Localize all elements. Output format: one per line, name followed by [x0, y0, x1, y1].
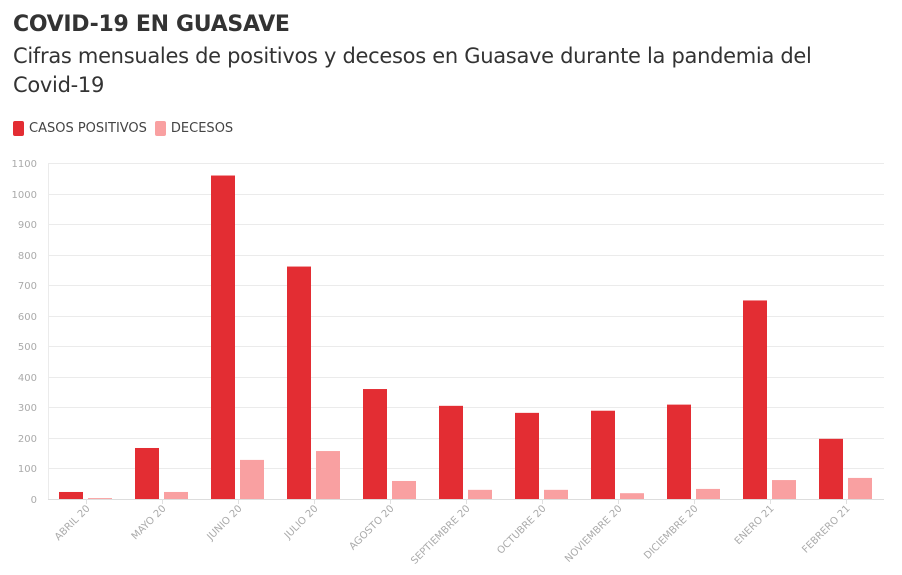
bar-decesos[interactable]: [240, 459, 264, 499]
y-tick-label: 700: [18, 281, 37, 292]
y-tick-label: 900: [18, 220, 37, 231]
y-tick-label: 800: [18, 251, 37, 262]
x-tick-label: JUNIO 20: [205, 503, 245, 543]
bar-casos[interactable]: [59, 491, 83, 499]
legend-label-casos: CASOS POSITIVOS: [29, 121, 147, 136]
bar-casos[interactable]: [819, 438, 843, 499]
legend-swatch-decesos: [154, 121, 166, 136]
bar-casos[interactable]: [439, 405, 463, 499]
y-tick-label: 500: [18, 342, 37, 353]
bar-casos[interactable]: [135, 447, 159, 499]
x-tick-label: AGOSTO 20: [347, 503, 396, 552]
x-tick-label: SEPTIEMBRE 20: [409, 503, 472, 566]
bar-decesos[interactable]: [468, 489, 492, 499]
bar-casos[interactable]: [363, 389, 387, 499]
bar-casos[interactable]: [287, 266, 311, 499]
bar-casos[interactable]: [211, 175, 235, 500]
bar-casos[interactable]: [667, 404, 691, 499]
y-axis: 0 100 200 300 400 500 600 700 800 900 1000 1100: [12, 159, 37, 506]
bars: [59, 175, 872, 500]
x-tick-label: OCTUBRE 20: [495, 503, 548, 556]
y-tick-label: 100: [18, 464, 37, 475]
x-tick-label: ENERO 21: [733, 503, 777, 547]
legend: CASOS POSITIVOS DECESOS: [13, 121, 241, 136]
legend-item-decesos[interactable]: DECESOS: [154, 121, 234, 136]
y-tick-label: 0: [31, 495, 37, 506]
y-tick-label: 300: [18, 403, 37, 414]
bar-casos[interactable]: [743, 300, 767, 499]
bar-decesos[interactable]: [620, 493, 644, 499]
y-tick-label: 400: [18, 373, 37, 384]
y-tick-label: 1100: [12, 159, 37, 170]
chart-subtitle: Cifras mensuales de positivos y decesos …: [13, 44, 812, 97]
bar-decesos[interactable]: [392, 480, 416, 499]
bar-casos[interactable]: [515, 412, 539, 499]
chart-title: COVID-19 EN GUASAVE: [13, 12, 290, 37]
x-tick-label: ABRIL 20: [53, 503, 93, 543]
x-tick-label: NOVIEMBRE 20: [563, 503, 624, 564]
x-tick-label: MAYO 20: [130, 503, 169, 542]
bar-decesos[interactable]: [696, 488, 720, 499]
bar-casos[interactable]: [591, 410, 615, 499]
bar-decesos[interactable]: [316, 451, 340, 499]
legend-swatch-casos: [13, 121, 24, 136]
y-tick-label: 200: [18, 434, 37, 445]
legend-item-casos[interactable]: CASOS POSITIVOS: [13, 121, 147, 136]
x-tick-label: DICIEMBRE 20: [642, 503, 700, 561]
bar-decesos[interactable]: [88, 498, 112, 499]
x-axis: ABRIL 20 MAYO 20 JUNIO 20 JULIO 20 AGOSTO 20…: [53, 499, 853, 567]
y-tick-label: 1000: [12, 190, 37, 201]
bar-decesos[interactable]: [544, 489, 568, 499]
y-tick-label: 600: [18, 312, 37, 323]
legend-label-decesos: DECESOS: [170, 121, 234, 136]
bar-decesos[interactable]: [772, 480, 796, 499]
x-tick-label: JULIO 20: [282, 503, 321, 542]
x-tick-label: FEBRERO 21: [800, 503, 852, 555]
bar-decesos[interactable]: [848, 477, 872, 499]
bar-decesos[interactable]: [164, 491, 188, 499]
